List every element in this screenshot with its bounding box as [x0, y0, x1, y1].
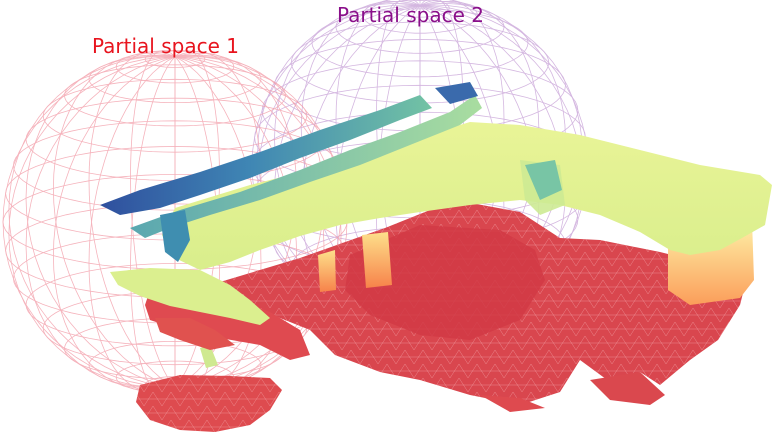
sphere-gridline: [2, 56, 176, 388]
sphere-gridline: [130, 49, 176, 388]
floor-fragments: [155, 318, 665, 412]
sphere-gridline: [25, 56, 176, 390]
ceiling-beams: [100, 82, 562, 262]
partial-space-2-label: Partial space 2: [337, 3, 484, 27]
pillar-left: [318, 232, 392, 292]
partial-space-1-label: Partial space 1: [92, 34, 239, 58]
sphere-gridline: [88, 51, 176, 388]
sphere-gridline: [52, 56, 176, 392]
sphere-gridline: [88, 56, 176, 393]
floor-surface: [136, 200, 745, 432]
sphere-gridline: [25, 54, 176, 388]
sphere-gridline: [8, 56, 176, 389]
sphere-gridline: [52, 52, 176, 388]
sphere-gridline: [174, 56, 342, 389]
sphere-gridline: [8, 55, 176, 388]
